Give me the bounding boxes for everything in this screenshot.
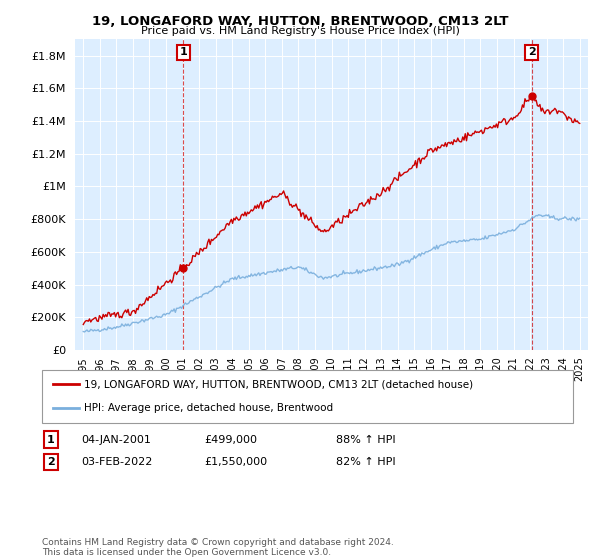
Text: 2: 2: [47, 457, 55, 467]
Text: 04-JAN-2001: 04-JAN-2001: [81, 435, 151, 445]
Text: £499,000: £499,000: [204, 435, 257, 445]
FancyBboxPatch shape: [42, 370, 573, 423]
Text: Contains HM Land Registry data © Crown copyright and database right 2024.
This d: Contains HM Land Registry data © Crown c…: [42, 538, 394, 557]
Text: £1,550,000: £1,550,000: [204, 457, 267, 467]
Text: 88% ↑ HPI: 88% ↑ HPI: [336, 435, 395, 445]
Text: 19, LONGAFORD WAY, HUTTON, BRENTWOOD, CM13 2LT: 19, LONGAFORD WAY, HUTTON, BRENTWOOD, CM…: [92, 15, 508, 27]
Text: 03-FEB-2022: 03-FEB-2022: [81, 457, 152, 467]
Text: 1: 1: [179, 47, 187, 57]
Text: 1: 1: [47, 435, 55, 445]
Text: 82% ↑ HPI: 82% ↑ HPI: [336, 457, 395, 467]
Text: Price paid vs. HM Land Registry's House Price Index (HPI): Price paid vs. HM Land Registry's House …: [140, 26, 460, 36]
Text: 2: 2: [527, 47, 535, 57]
Text: 19, LONGAFORD WAY, HUTTON, BRENTWOOD, CM13 2LT (detached house): 19, LONGAFORD WAY, HUTTON, BRENTWOOD, CM…: [85, 380, 473, 390]
Text: HPI: Average price, detached house, Brentwood: HPI: Average price, detached house, Bren…: [85, 403, 334, 413]
